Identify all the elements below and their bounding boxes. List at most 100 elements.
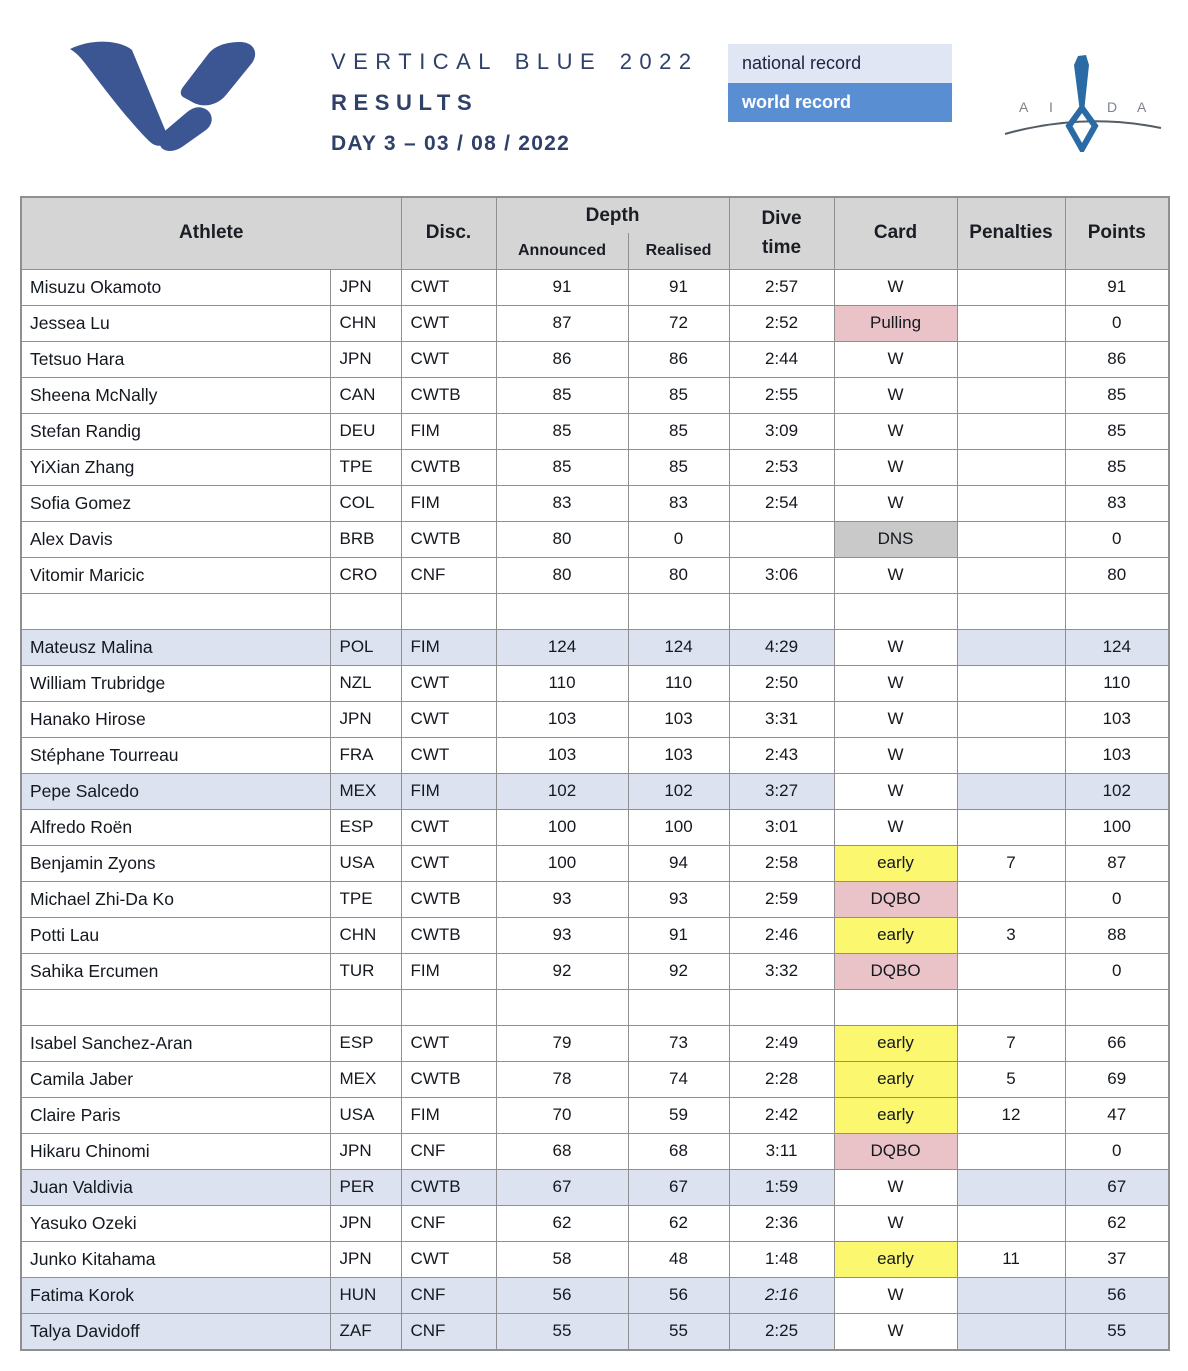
realised-depth-cell: 59 (627, 1096, 730, 1134)
announced-depth-cell: 85 (495, 448, 629, 486)
table-row: Vitomir Maricic CRO CNF 80 80 3:06 W 80 (20, 556, 1170, 594)
points-cell: 66 (1064, 1024, 1170, 1062)
realised-depth-cell: 91 (627, 916, 730, 954)
card-cell: W (833, 340, 958, 378)
discipline-cell: CWTB (400, 1168, 497, 1206)
discipline-cell: CNF (400, 1132, 497, 1170)
aida-letter-a2: A (1137, 99, 1147, 115)
dive-time-cell: 2:54 (728, 484, 835, 522)
table-row: Benjamin Zyons USA CWT 100 94 2:58 early 7 87 (20, 844, 1170, 882)
penalties-cell: 11 (956, 1240, 1066, 1278)
athlete-name-cell: Alfredo Roën (20, 808, 331, 846)
table-row: Hikaru Chinomi JPN CNF 68 68 3:11 DQBO 0 (20, 1132, 1170, 1170)
country-cell: POL (329, 628, 402, 666)
realised-depth-cell: 92 (627, 952, 730, 990)
card-cell: early (833, 1096, 958, 1134)
dive-time-cell: 2:46 (728, 916, 835, 954)
country-cell: TPE (329, 448, 402, 486)
announced-depth-cell (495, 988, 629, 1026)
card-cell: W (833, 772, 958, 810)
realised-depth-cell: 62 (627, 1204, 730, 1242)
penalties-cell (956, 340, 1066, 378)
penalties-cell (956, 1204, 1066, 1242)
card-cell: W (833, 556, 958, 594)
points-cell (1064, 988, 1170, 1026)
realised-depth-cell: 83 (627, 484, 730, 522)
realised-depth-cell: 110 (627, 664, 730, 702)
dive-time-line1: Dive (761, 207, 802, 229)
realised-depth-cell: 80 (627, 556, 730, 594)
announced-depth-cell: 58 (495, 1240, 629, 1278)
realised-depth-cell: 85 (627, 448, 730, 486)
realised-depth-cell: 74 (627, 1060, 730, 1098)
country-cell: CRO (329, 556, 402, 594)
announced-depth-cell: 56 (495, 1276, 629, 1314)
penalties-cell (956, 412, 1066, 450)
table-row: Sheena McNally CAN CWTB 85 85 2:55 W 85 (20, 376, 1170, 414)
aida-letter-d: D (1107, 99, 1117, 115)
country-cell: TUR (329, 952, 402, 990)
athlete-name-cell: Vitomir Maricic (20, 556, 331, 594)
points-cell (1064, 592, 1170, 630)
country-cell (329, 988, 402, 1026)
announced-depth-cell: 83 (495, 484, 629, 522)
table-row: Misuzu Okamoto JPN CWT 91 91 2:57 W 91 (20, 268, 1170, 306)
table-row: Michael Zhi-Da Ko TPE CWTB 93 93 2:59 DQBO 0 (20, 880, 1170, 918)
country-cell: USA (329, 844, 402, 882)
discipline-cell: CNF (400, 1276, 497, 1314)
athlete-name-cell: Potti Lau (20, 916, 331, 954)
realised-depth-cell: 85 (627, 412, 730, 450)
dive-time-cell: 3:32 (728, 952, 835, 990)
realised-depth-cell: 103 (627, 736, 730, 774)
penalties-cell (956, 268, 1066, 306)
discipline-cell: FIM (400, 1096, 497, 1134)
penalties-cell (956, 736, 1066, 774)
announced-depth-cell: 87 (495, 304, 629, 342)
dive-time-cell (728, 988, 835, 1026)
dive-time-cell: 3:27 (728, 772, 835, 810)
discipline-cell (400, 988, 497, 1026)
dive-time-cell (728, 520, 835, 558)
athlete-name-cell: Pepe Salcedo (20, 772, 331, 810)
penalties-cell (956, 1132, 1066, 1170)
points-cell: 102 (1064, 772, 1170, 810)
country-cell: JPN (329, 1240, 402, 1278)
country-cell: FRA (329, 736, 402, 774)
points-cell: 55 (1064, 1312, 1170, 1350)
discipline-cell: CWT (400, 664, 497, 702)
card-cell: W (833, 376, 958, 414)
column-header-disc: Disc. (400, 196, 497, 270)
penalties-cell (956, 484, 1066, 522)
column-header-realised: Realised (627, 233, 730, 270)
discipline-cell: FIM (400, 772, 497, 810)
dive-time-cell: 2:55 (728, 376, 835, 414)
athlete-name-cell: Fatima Korok (20, 1276, 331, 1314)
discipline-cell: CWTB (400, 880, 497, 918)
dive-time-cell: 2:52 (728, 304, 835, 342)
announced-depth-cell: 124 (495, 628, 629, 666)
penalties-cell (956, 376, 1066, 414)
penalties-cell: 5 (956, 1060, 1066, 1098)
spacer-row (20, 988, 1170, 1026)
points-cell: 0 (1064, 952, 1170, 990)
dive-time-cell: 2:58 (728, 844, 835, 882)
penalties-cell (956, 700, 1066, 738)
vertical-blue-logo (60, 36, 258, 158)
penalties-cell: 3 (956, 916, 1066, 954)
announced-depth-cell: 85 (495, 412, 629, 450)
penalties-cell (956, 304, 1066, 342)
dive-time-cell: 2:57 (728, 268, 835, 306)
country-cell: JPN (329, 1204, 402, 1242)
aida-horizon-arc (1004, 120, 1162, 135)
announced-depth-cell: 91 (495, 268, 629, 306)
table-row: Pepe Salcedo MEX FIM 102 102 3:27 W 102 (20, 772, 1170, 810)
penalties-cell: 7 (956, 844, 1066, 882)
announced-depth-cell: 93 (495, 880, 629, 918)
card-cell: W (833, 1276, 958, 1314)
card-cell: early (833, 1024, 958, 1062)
results-table: Athlete Disc. Depth Dive time Card Penalt… (20, 196, 1171, 1351)
realised-depth-cell (627, 988, 730, 1026)
announced-depth-cell: 80 (495, 556, 629, 594)
card-cell (833, 592, 958, 630)
card-cell: W (833, 484, 958, 522)
